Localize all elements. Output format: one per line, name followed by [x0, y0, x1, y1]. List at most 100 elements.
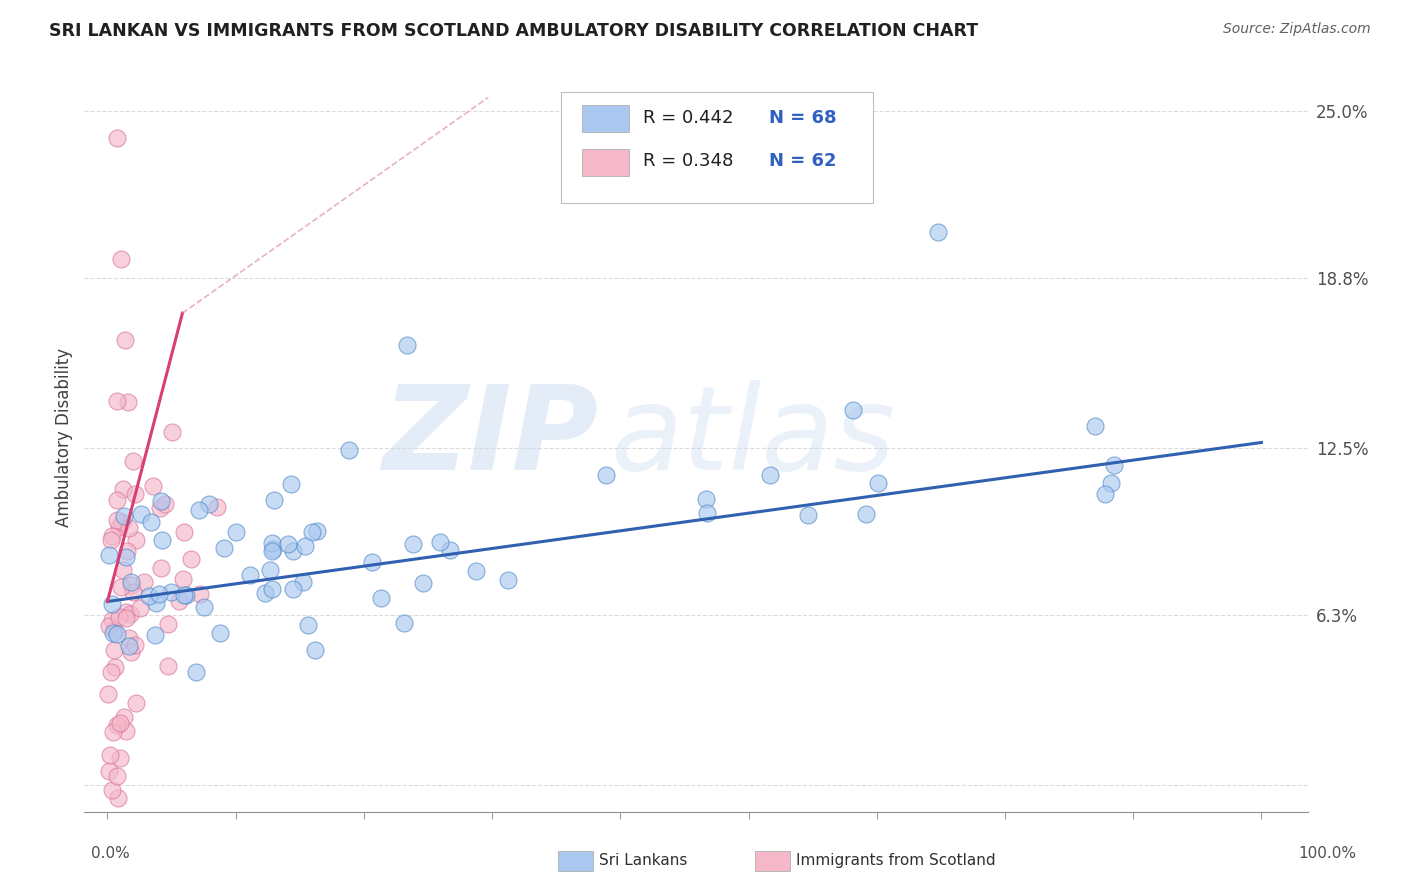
Point: [105, 493, 128, 508]
Bar: [582, 149, 628, 176]
Point: [152, 533, 174, 548]
Point: [263, 492, 285, 507]
Point: [696, 506, 718, 520]
Point: [114, 549, 136, 564]
Point: [112, 563, 135, 577]
Point: [595, 468, 617, 483]
Point: [120, 578, 142, 592]
Point: [101, 725, 124, 739]
Point: [160, 425, 183, 439]
Point: [145, 596, 167, 610]
Point: [153, 497, 176, 511]
Point: [105, 769, 128, 783]
Point: [111, 515, 134, 529]
Point: [370, 591, 392, 605]
Point: [209, 626, 232, 640]
Point: [107, 513, 129, 527]
Point: [98, 764, 121, 778]
Point: [98, 548, 121, 562]
Point: [125, 697, 148, 711]
Point: [105, 131, 128, 145]
Point: [439, 543, 461, 558]
Point: [118, 521, 141, 535]
Point: [412, 575, 434, 590]
Point: [138, 589, 160, 603]
Point: [180, 551, 202, 566]
Text: Source: ZipAtlas.com: Source: ZipAtlas.com: [1223, 22, 1371, 37]
Point: [108, 609, 131, 624]
Text: Sri Lankans: Sri Lankans: [599, 854, 688, 868]
Point: [115, 723, 138, 738]
Point: [157, 659, 180, 673]
Point: [110, 580, 132, 594]
Point: [118, 639, 141, 653]
Point: [117, 395, 139, 409]
Point: [105, 394, 128, 409]
Point: [167, 594, 190, 608]
Point: [307, 524, 329, 539]
Text: N = 68: N = 68: [769, 109, 837, 127]
Point: [394, 615, 416, 630]
Point: [212, 541, 235, 556]
Point: [225, 525, 247, 540]
Point: [114, 333, 136, 347]
Point: [122, 585, 145, 599]
Point: [111, 482, 134, 496]
Point: [108, 715, 131, 730]
Point: [301, 524, 323, 539]
Point: [149, 494, 172, 508]
Point: [396, 338, 419, 352]
Point: [464, 564, 486, 578]
Point: [148, 587, 170, 601]
Bar: [582, 105, 628, 132]
Point: [103, 643, 125, 657]
Point: [173, 589, 195, 603]
Point: [842, 403, 865, 417]
Point: [112, 508, 135, 523]
Point: [297, 617, 319, 632]
Point: [927, 225, 949, 239]
Point: [98, 747, 121, 762]
Point: [128, 601, 150, 615]
Text: 100.0%: 100.0%: [1299, 846, 1357, 861]
Point: [121, 454, 143, 468]
Point: [120, 575, 142, 590]
Point: [260, 582, 283, 596]
Text: SRI LANKAN VS IMMIGRANTS FROM SCOTLAND AMBULATORY DISABILITY CORRELATION CHART: SRI LANKAN VS IMMIGRANTS FROM SCOTLAND A…: [49, 22, 979, 40]
Text: 0.0%: 0.0%: [91, 846, 131, 861]
Point: [173, 524, 195, 539]
Point: [855, 507, 877, 521]
Text: ZIP: ZIP: [382, 380, 598, 494]
Text: R = 0.348: R = 0.348: [644, 153, 734, 170]
Point: [124, 487, 146, 501]
Point: [101, 626, 124, 640]
Point: [100, 614, 122, 628]
Point: [104, 659, 127, 673]
Point: [186, 665, 208, 679]
Point: [115, 605, 138, 619]
Point: [160, 585, 183, 599]
Point: [337, 443, 360, 458]
Point: [132, 575, 155, 590]
Point: [263, 542, 285, 557]
Point: [103, 624, 125, 638]
Point: [118, 607, 141, 622]
Point: [118, 631, 141, 645]
Text: Immigrants from Scotland: Immigrants from Scotland: [796, 854, 995, 868]
Text: atlas: atlas: [610, 380, 896, 494]
Point: [1094, 487, 1116, 501]
Point: [281, 543, 304, 558]
Point: [197, 496, 219, 510]
Point: [142, 478, 165, 492]
Point: [1084, 418, 1107, 433]
Point: [129, 507, 152, 521]
Point: [107, 791, 129, 805]
Point: [101, 529, 124, 543]
Point: [253, 586, 276, 600]
Point: [105, 718, 128, 732]
Point: [139, 515, 162, 529]
Point: [149, 561, 172, 575]
Point: [145, 628, 167, 642]
Point: [797, 508, 820, 522]
Point: [429, 534, 451, 549]
